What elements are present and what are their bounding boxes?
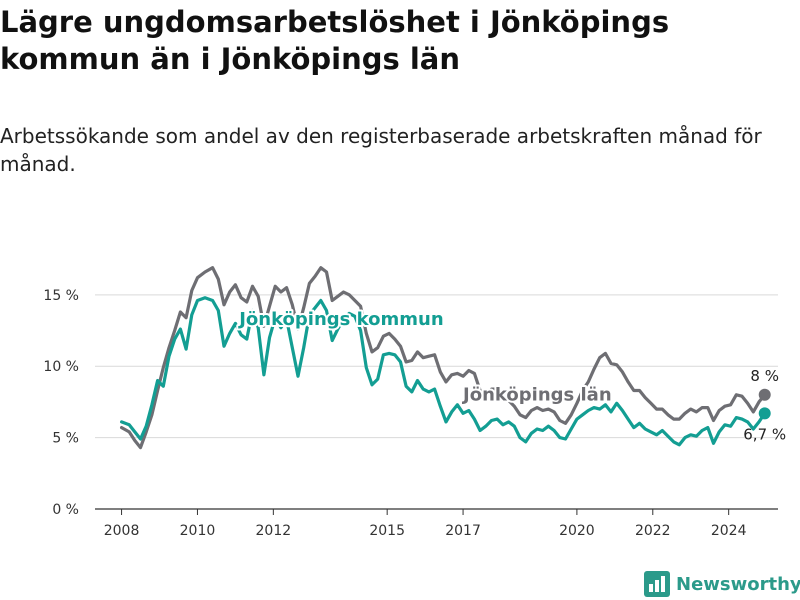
series-end-label-lan: 8 % [750, 367, 779, 385]
x-tick-label: 2008 [104, 523, 140, 539]
x-tick-label: 2012 [256, 523, 292, 539]
y-tick-label: 15 % [43, 288, 79, 304]
x-tick-label: 2017 [445, 523, 481, 539]
series-line-lan [120, 266, 767, 450]
newsworthy-brand: Newsworthy [644, 570, 800, 598]
series-end-point-lan [758, 388, 771, 401]
x-tick-label: 2022 [635, 523, 671, 539]
series-annotation-lan: Jönköpings län [461, 384, 612, 405]
y-tick-label: 0 % [52, 502, 79, 518]
newsworthy-logo-icon [644, 571, 670, 597]
chart-subtitle: Arbetssökande som andel av den registerb… [0, 124, 762, 176]
x-tick-label: 2024 [711, 523, 747, 539]
y-tick-label: 10 % [43, 359, 79, 375]
y-tick-label: 5 % [52, 431, 79, 447]
chart-title: Lägre ungdomsarbetslöshet i Jönköpings k… [0, 5, 670, 76]
series-end-label-kommun: 6,7 % [743, 425, 786, 443]
x-tick-label: 2020 [559, 523, 595, 539]
x-tick-label: 2015 [369, 523, 405, 539]
brand-name: Newsworthy [676, 573, 800, 595]
series-end-point-kommun [758, 407, 771, 420]
series-annotation-kommun: Jönköpings kommun [237, 309, 443, 330]
x-tick-label: 2010 [180, 523, 216, 539]
series-line-kommun [120, 296, 767, 447]
